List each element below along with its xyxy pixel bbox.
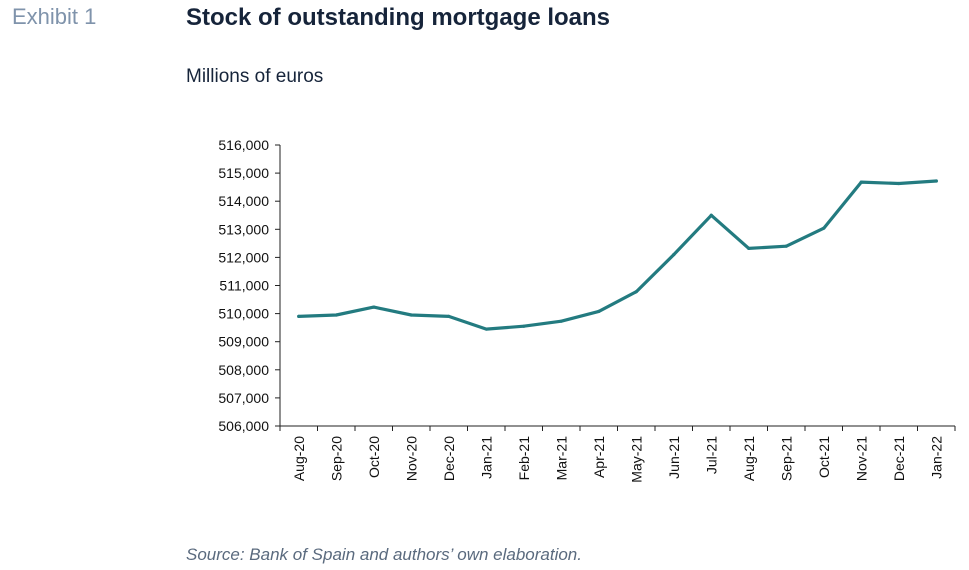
y-tick-label: 514,000	[218, 193, 269, 209]
data-point	[672, 252, 676, 257]
chart-subtitle: Millions of euros	[186, 66, 324, 87]
data-point	[822, 226, 826, 230]
data-point	[372, 305, 376, 309]
x-tick-label: Sep-21	[778, 436, 794, 481]
line-chart: 506,000 507,000 508,000 509,000 510,000 511,0…	[218, 137, 956, 483]
x-tick-label: Nov-20	[403, 436, 419, 481]
series-line	[297, 179, 938, 331]
data-point	[409, 313, 413, 317]
x-tick-label: Dec-21	[891, 436, 907, 481]
y-tick-label: 510,000	[218, 306, 269, 322]
x-tick-label: Aug-20	[291, 436, 307, 481]
y-axis: 506,000 507,000 508,000 509,000 510,000 511,0…	[218, 137, 281, 434]
data-point	[709, 213, 713, 217]
data-point	[522, 324, 526, 328]
data-point	[934, 179, 938, 183]
x-tick-label: Jan-22	[928, 436, 944, 479]
source-note: Source: Bank of Spain and authors’ own e…	[186, 545, 582, 564]
y-tick-label: 507,000	[218, 390, 269, 406]
data-point	[634, 290, 638, 294]
x-axis: Aug-20 Sep-20 Oct-20 Nov-20 Dec-20 Jan-21 Feb-…	[279, 425, 956, 483]
x-tick-label: Mar-21	[553, 436, 569, 481]
data-point	[559, 319, 563, 323]
chart-title: Stock of outstanding mortgage loans	[186, 4, 611, 31]
y-tick-label: 512,000	[218, 249, 269, 265]
exhibit-label: Exhibit 1	[12, 4, 97, 29]
y-tick-label: 508,000	[218, 362, 269, 378]
x-tick-label: Jun-21	[666, 436, 682, 479]
y-tick-label: 506,000	[218, 418, 269, 434]
data-point	[859, 180, 863, 184]
x-tick-label: Aug-21	[741, 436, 757, 481]
x-tick-label: Jul-21	[703, 436, 719, 474]
y-tick-label: 509,000	[218, 334, 269, 350]
x-tick-label: Dec-20	[441, 436, 457, 481]
y-tick-label: 515,000	[218, 165, 269, 181]
x-tick-label: May-21	[628, 436, 644, 483]
data-point	[334, 313, 338, 317]
x-tick-label: Feb-21	[516, 436, 532, 481]
y-tick-label: 511,000	[219, 278, 269, 294]
y-tick-label: 516,000	[218, 137, 269, 153]
data-point	[597, 309, 601, 313]
data-point	[784, 244, 788, 248]
x-tick-label: Oct-21	[816, 436, 832, 478]
data-point	[484, 327, 488, 331]
x-tick-label: Nov-21	[853, 436, 869, 481]
data-point	[897, 181, 901, 186]
data-point	[297, 314, 301, 319]
x-tick-label: Jan-21	[478, 436, 494, 479]
x-tick-label: Apr-21	[591, 436, 607, 478]
data-point	[447, 314, 451, 319]
y-tick-label: 513,000	[218, 221, 269, 237]
x-tick-label: Oct-20	[366, 436, 382, 478]
data-point	[747, 246, 751, 251]
x-tick-label: Sep-20	[328, 436, 344, 481]
series-group	[297, 179, 938, 331]
